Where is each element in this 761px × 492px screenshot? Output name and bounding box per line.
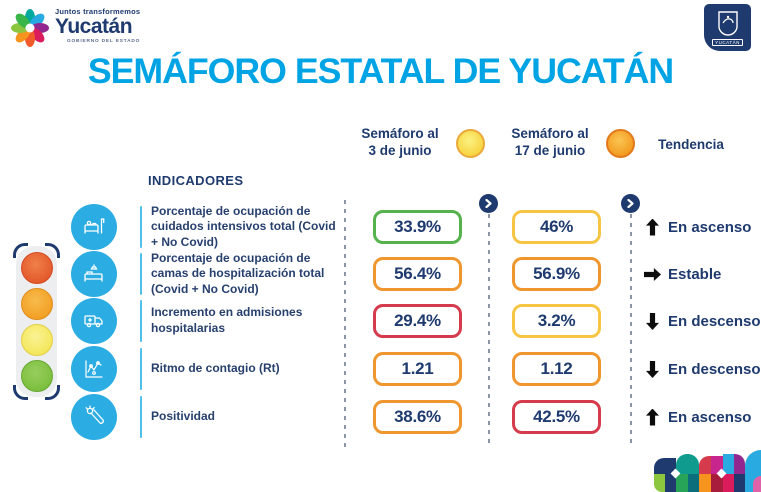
contagion-chart-icon	[71, 346, 117, 392]
trend-down-arrow-icon	[646, 361, 659, 378]
icu-bed-icon	[71, 204, 117, 250]
trend-right-arrow-icon	[644, 268, 661, 281]
value-3-junio: 56.4%	[373, 257, 462, 291]
indicator-row: Positividad 38.6% 42.5% En ascenso	[0, 394, 761, 440]
indicator-label: Incremento en admisiones hospitalarias	[151, 305, 303, 335]
shield-icon	[717, 10, 738, 36]
mosaic-decoration	[646, 450, 761, 492]
hospital-bed-icon	[71, 251, 117, 297]
divider-dashed-2	[488, 214, 490, 448]
brand-name: Yucatán	[55, 15, 133, 38]
government-logo: Juntos transformemos Yucatán GOBIERNO DE…	[10, 7, 140, 49]
trend-label: En descenso	[668, 312, 761, 330]
value-17-junio: 46%	[512, 210, 601, 244]
brand-subtitle: GOBIERNO DEL ESTADO	[67, 39, 141, 44]
divider-dashed-3	[630, 214, 632, 448]
pinwheel-logo-icon	[11, 9, 49, 47]
indicator-row: Incremento en admisiones hospitalarias 2…	[0, 298, 761, 344]
value-3-junio: 29.4%	[373, 304, 462, 338]
traffic-light	[13, 243, 60, 400]
traffic-light-green	[20, 359, 53, 392]
divider-dashed-1	[344, 200, 346, 448]
semaforo-yellow-dot	[456, 129, 485, 158]
traffic-light-yellow	[20, 323, 53, 356]
traffic-light-orange	[20, 287, 53, 320]
ambulance-icon	[71, 298, 117, 344]
value-17-junio: 3.2%	[512, 304, 601, 338]
state-shield-logo: YUCATÁN	[704, 4, 751, 51]
indicator-label: Porcentaje de ocupación de cuidados inte…	[151, 203, 336, 249]
indicator-row: Porcentaje de ocupación de camas de hosp…	[0, 251, 761, 297]
value-17-junio: 42.5%	[512, 400, 601, 434]
indicator-label: Ritmo de contagio (Rt)	[151, 361, 280, 376]
indicator-row: Porcentaje de ocupación de cuidados inte…	[0, 204, 761, 250]
trend-label: En ascenso	[668, 218, 752, 236]
swab-icon	[71, 394, 117, 440]
trend-up-arrow-icon	[646, 218, 659, 236]
column-header-tendencia: Tendencia	[658, 137, 724, 152]
indicator-label: Porcentaje de ocupación de camas de hosp…	[151, 250, 325, 296]
chevron-right-icon	[621, 194, 640, 213]
column-header-semaforo-17-junio: Semáforo al 17 de junio	[511, 126, 589, 158]
value-3-junio: 33.9%	[373, 210, 462, 244]
column-header-semaforo-3-junio: Semáforo al 3 de junio	[361, 126, 439, 158]
shield-label: YUCATÁN	[712, 38, 743, 46]
page-title: SEMÁFORO ESTATAL DE YUCATÁN	[87, 52, 674, 91]
indicators-heading: INDICADORES	[148, 173, 244, 188]
trend-label: En ascenso	[668, 408, 752, 426]
value-17-junio: 1.12	[512, 352, 601, 386]
trend-down-arrow-icon	[646, 313, 659, 330]
trend-up-arrow-icon	[646, 408, 659, 426]
trend-label: En descenso	[668, 360, 761, 378]
indicator-row: Ritmo de contagio (Rt) 1.21 1.12 En desc…	[0, 346, 761, 392]
brand-tagline: Juntos transformemos	[55, 7, 141, 16]
value-3-junio: 1.21	[373, 352, 462, 386]
semaforo-orange-dot	[606, 129, 635, 158]
value-3-junio: 38.6%	[373, 400, 462, 434]
chevron-right-icon	[479, 194, 498, 213]
value-17-junio: 56.9%	[512, 257, 601, 291]
trend-label: Estable	[668, 265, 722, 283]
indicator-label: Positividad	[151, 409, 216, 424]
